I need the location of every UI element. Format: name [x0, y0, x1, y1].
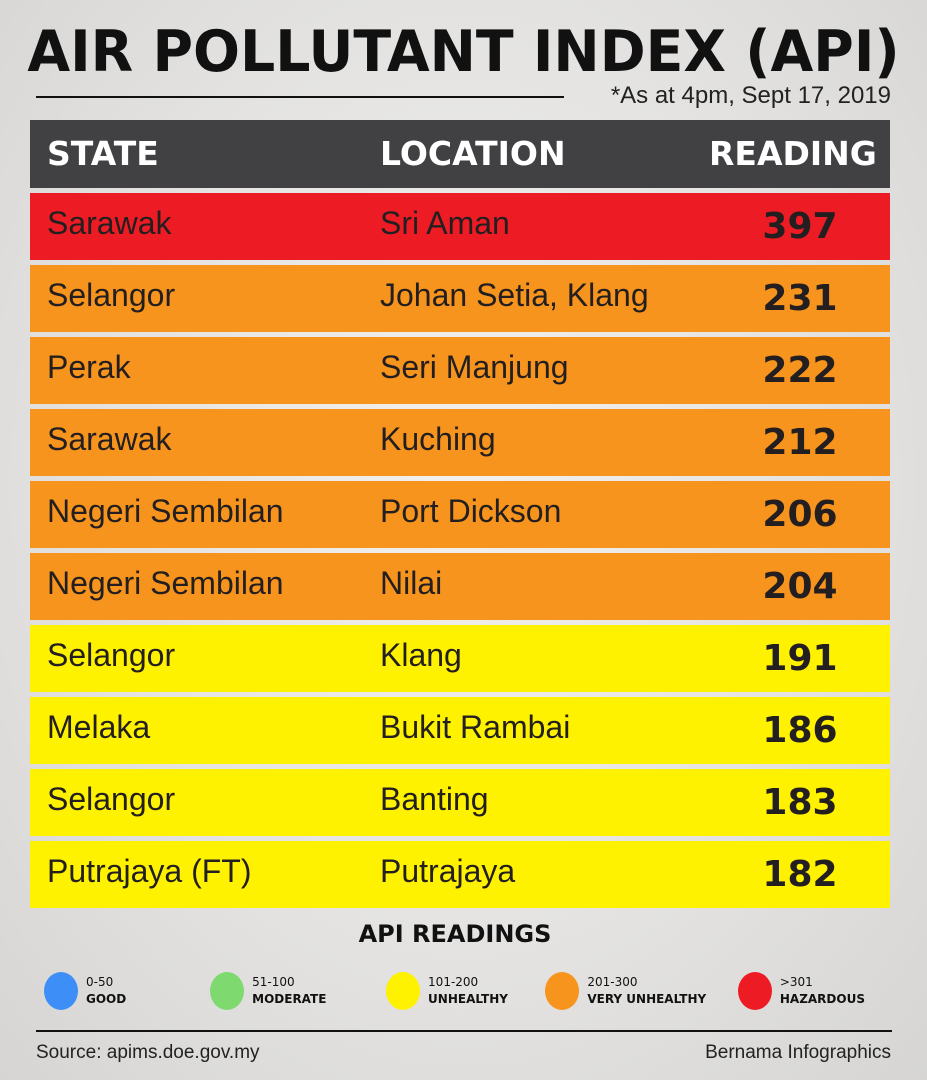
state-cell: Negeri Sembilan [47, 565, 284, 601]
legend-swatch [44, 972, 78, 1010]
state-cell: Sarawak [47, 421, 172, 457]
legend-item: 101-200 UNHEALTHY [386, 972, 545, 1010]
legend-item: 51-100 MODERATE [210, 972, 386, 1010]
reading-cell: 212 [762, 422, 838, 463]
reading-cell: 222 [762, 350, 838, 391]
legend-label: UNHEALTHY [428, 992, 508, 1006]
reading-cell: 206 [762, 494, 838, 535]
api-table: STATE LOCATION READING Sarawak Sri Aman 39… [30, 120, 890, 913]
state-cell: Putrajaya (FT) [47, 853, 252, 889]
state-cell: Perak [47, 349, 131, 385]
location-cell: Kuching [380, 421, 496, 457]
state-cell: Melaka [47, 709, 151, 745]
reading-cell: 183 [762, 782, 838, 823]
table-row: Sarawak Kuching 212 [30, 409, 890, 476]
table-row: Selangor Klang 191 [30, 625, 890, 692]
legend-label: HAZARDOUS [779, 992, 865, 1006]
reading-cell: 204 [762, 566, 838, 607]
state-cell: Negeri Sembilan [47, 493, 284, 529]
legend-range: 51-100 [252, 975, 295, 989]
state-cell: Selangor [47, 637, 176, 673]
location-cell: Bukit Rambai [380, 709, 571, 745]
table-row: Selangor Johan Setia, Klang 231 [30, 265, 890, 332]
location-cell: Nilai [380, 565, 443, 601]
as-at-timestamp: *As at 4pm, Sept 17, 2019 [610, 82, 891, 109]
legend-swatch [545, 972, 580, 1010]
footer-divider [36, 1030, 892, 1032]
state-cell: Sarawak [47, 205, 172, 241]
location-cell: Banting [380, 781, 489, 817]
credit-text: Bernama Infographics [705, 1042, 891, 1063]
reading-cell: 231 [762, 278, 838, 319]
header-location: LOCATION [380, 134, 566, 173]
legend-label: VERY UNHEALTHY [587, 992, 707, 1006]
location-cell: Johan Setia, Klang [380, 277, 649, 313]
header-reading: READING [709, 134, 877, 173]
legend-title: API READINGS [358, 920, 552, 948]
reading-cell: 191 [762, 638, 838, 679]
header-state: STATE [47, 134, 159, 173]
reading-cell: 397 [762, 206, 838, 247]
table-row: Melaka Bukit Rambai 186 [30, 697, 890, 764]
table-row: Perak Seri Manjung 222 [30, 337, 890, 404]
legend-item: 201-300 VERY UNHEALTHY [545, 972, 738, 1010]
legend-range: >301 [779, 975, 813, 989]
state-cell: Selangor [47, 277, 176, 313]
table-row: Putrajaya (FT) Putrajaya 182 [30, 841, 890, 908]
source-text: Source: apims.doe.gov.my [36, 1042, 260, 1063]
location-cell: Klang [380, 637, 462, 673]
title-divider [36, 96, 564, 98]
legend-range: 101-200 [428, 975, 479, 989]
legend-item: >301 HAZARDOUS [737, 972, 904, 1010]
location-cell: Seri Manjung [380, 349, 569, 385]
legend-range: 0-50 [86, 975, 114, 989]
legend-swatch [210, 972, 245, 1010]
legend-swatch [737, 972, 772, 1010]
legend-range: 201-300 [587, 975, 638, 989]
legend-label: GOOD [86, 992, 127, 1006]
table-row: Sarawak Sri Aman 397 [30, 193, 890, 260]
table-row: Selangor Banting 183 [30, 769, 890, 836]
table-row: Negeri Sembilan Nilai 204 [30, 553, 890, 620]
legend-label: MODERATE [252, 992, 327, 1006]
location-cell: Putrajaya [380, 853, 516, 889]
legend: 0-50 GOOD 51-100 MODERATE 101-200 UNHEALTHY 20… [44, 972, 904, 1010]
table-header: STATE LOCATION READING [30, 120, 890, 188]
location-cell: Sri Aman [380, 205, 510, 241]
state-cell: Selangor [47, 781, 176, 817]
reading-cell: 182 [762, 854, 838, 895]
location-cell: Port Dickson [380, 493, 562, 529]
legend-swatch [386, 972, 421, 1010]
legend-item: 0-50 GOOD [44, 972, 210, 1010]
reading-cell: 186 [762, 710, 838, 751]
page-title: AIR POLLUTANT INDEX (API) [27, 19, 900, 85]
table-row: Negeri Sembilan Port Dickson 206 [30, 481, 890, 548]
